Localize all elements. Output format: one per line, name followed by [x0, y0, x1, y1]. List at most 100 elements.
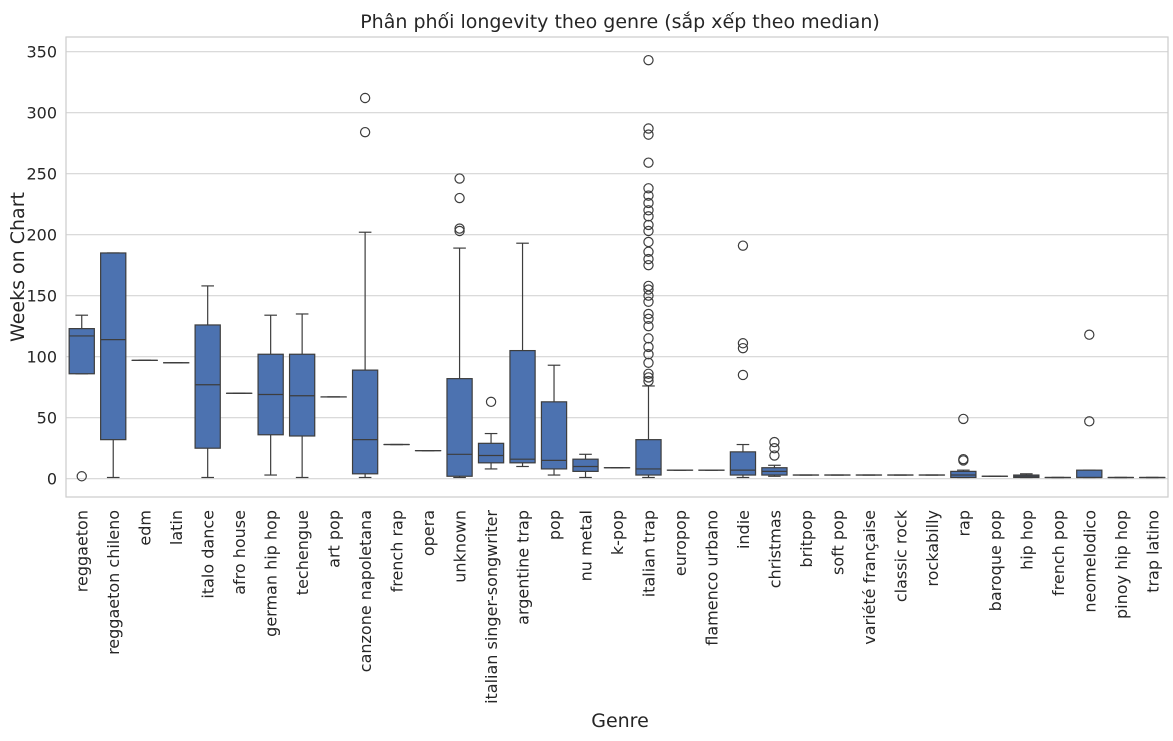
box-italian-singer-songwriter	[477, 396, 505, 470]
outlier-point	[769, 450, 780, 461]
x-tick-label: art pop	[325, 510, 344, 568]
x-tick-label: christmas	[765, 510, 784, 588]
outlier-point	[643, 123, 654, 134]
outlier-point	[643, 157, 654, 168]
outlier-point	[643, 253, 654, 265]
x-tick-label: italian singer-songwriter	[482, 510, 501, 704]
outlier-point	[643, 308, 654, 320]
outlier-point	[643, 280, 654, 292]
outlier-point	[643, 211, 654, 222]
x-tick-label: latin	[167, 510, 186, 545]
outlier-point	[643, 349, 654, 360]
box-indie	[729, 240, 757, 479]
box-iqr	[540, 401, 568, 470]
outlier-point	[769, 436, 780, 448]
outlier-point	[643, 296, 654, 307]
x-tick-labels: reggaeton reggaeton chileno edm latin italo …	[73, 509, 1163, 704]
x-tick-label: baroque pop	[986, 510, 1005, 611]
chart-title: Phân phối longevity theo genre (sắp xếp …	[360, 10, 880, 33]
outlier-point	[643, 284, 654, 295]
x-tick-label: reggaeton	[73, 510, 92, 592]
box-rap	[950, 413, 977, 479]
outlier-point	[769, 442, 780, 454]
box-italian-trap	[635, 54, 662, 479]
box-argentine-trap	[509, 242, 536, 468]
outlier-point	[485, 396, 497, 408]
outlier-point	[454, 223, 465, 234]
box-iqr	[635, 439, 662, 476]
y-tick-label-300: 300	[26, 104, 57, 123]
outlier-point	[643, 357, 654, 368]
box-iqr	[477, 442, 505, 464]
outlier-point	[643, 197, 654, 209]
outlier-point	[454, 225, 465, 237]
y-tick-labels: 0 50 100 150 200 250 300 350	[26, 43, 57, 489]
x-tick-label: flamenco urbano	[702, 510, 721, 646]
outlier-point	[643, 320, 654, 332]
box-iqr	[446, 378, 473, 477]
x-tick-label: trap latino	[1143, 510, 1162, 593]
y-tick-label-200: 200	[26, 226, 57, 245]
x-tick-label: edm	[136, 510, 155, 546]
x-tick-label: french rap	[388, 510, 407, 592]
x-tick-label: italo dance	[199, 510, 218, 599]
x-tick-label: opera	[419, 510, 438, 556]
x-tick-label: argentine trap	[514, 510, 533, 625]
outlier-point	[359, 126, 371, 138]
x-tick-label: europop	[671, 510, 690, 576]
x-tick-label: pinoy hip hop	[1112, 510, 1131, 619]
outlier-point	[1084, 416, 1095, 427]
box-iqr	[351, 369, 379, 475]
y-tick-label-350: 350	[26, 43, 57, 62]
box-iqr	[572, 458, 599, 472]
outlier-point	[737, 342, 749, 354]
box-reggaeton	[68, 314, 95, 482]
box-pop	[540, 364, 568, 476]
outlier-point	[643, 205, 654, 216]
x-tick-label: unknown	[451, 510, 470, 583]
outlier-point	[643, 259, 654, 271]
x-tick-label: reggaeton chileno	[104, 510, 123, 655]
x-tick-label: techengue	[293, 510, 312, 595]
x-tick-label: soft pop	[828, 510, 847, 575]
outlier-point	[643, 129, 654, 140]
box-iqr	[950, 470, 977, 479]
x-tick-label: nu metal	[577, 510, 596, 581]
y-tick-label-250: 250	[26, 165, 57, 184]
outlier-point	[643, 375, 654, 387]
x-tick-label: canzone napoletana	[356, 510, 375, 672]
box-canzone-napoletana	[351, 92, 379, 479]
box-nu-metal	[572, 453, 599, 479]
outlier-point	[643, 341, 654, 353]
box-german-hip-hop	[257, 314, 284, 476]
box-iqr	[729, 451, 757, 476]
box-unknown	[446, 173, 473, 479]
plot-frame	[65, 36, 1169, 498]
outlier-point	[643, 190, 654, 201]
x-axis-label: Genre	[591, 710, 649, 732]
outlier-point	[958, 413, 969, 425]
box-neomelodico	[1076, 329, 1103, 479]
x-tick-label: afro house	[230, 510, 249, 595]
grid	[66, 51, 1168, 480]
outlier-point	[737, 338, 749, 349]
y-tick-label-100: 100	[26, 348, 57, 367]
outlier-point	[958, 453, 969, 465]
outlier-point	[76, 471, 87, 482]
y-axis-label: Weeks on Chart	[7, 192, 29, 342]
outlier-point	[643, 333, 654, 344]
box-iqr	[509, 349, 536, 464]
x-tick-label: classic rock	[891, 509, 910, 602]
outlier-point	[643, 183, 654, 194]
y-tick-label-0: 0	[47, 470, 57, 489]
x-tick-label: italian trap	[639, 510, 658, 597]
x-tick-label: britpop	[797, 510, 816, 568]
outlier-point	[1084, 329, 1095, 340]
outlier-point	[737, 240, 749, 251]
outlier-point	[643, 219, 654, 231]
x-tick-label: variété française	[860, 510, 879, 645]
box-iqr	[194, 324, 221, 449]
box-italo-dance	[194, 285, 221, 479]
box-techengue	[288, 313, 316, 479]
